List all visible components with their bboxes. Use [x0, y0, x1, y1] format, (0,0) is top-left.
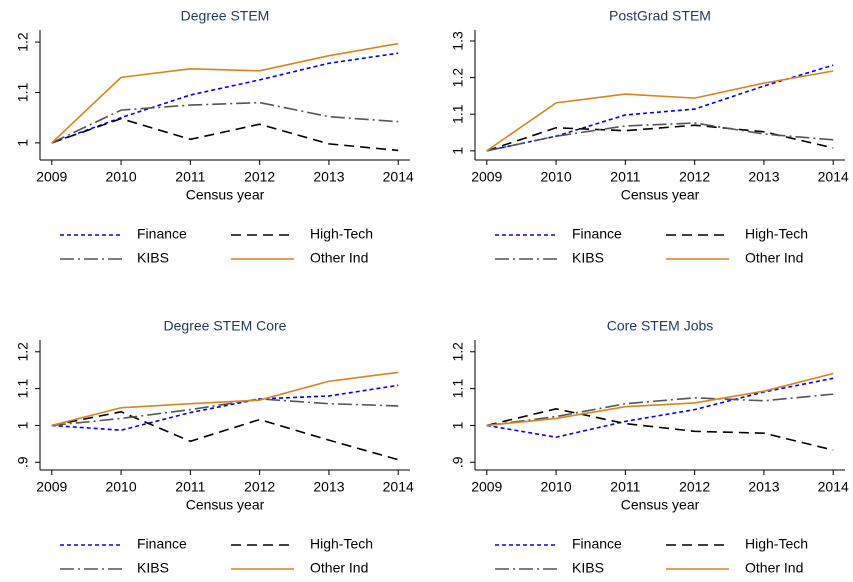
- legend-label: High-Tech: [745, 536, 808, 552]
- y-tick-label: 1.2: [15, 32, 31, 52]
- x-tick-label: 2009: [471, 169, 502, 185]
- legend-label: KIBS: [572, 560, 604, 576]
- x-tick-label: 2009: [36, 169, 67, 185]
- x-tick-label: 2011: [175, 479, 205, 495]
- legend-label: KIBS: [572, 250, 604, 266]
- series-line: [486, 64, 834, 152]
- y-tick-label: 1.3: [450, 31, 466, 51]
- y-tick-label: .9: [450, 456, 466, 468]
- y-tick-label: 1: [450, 421, 466, 429]
- legend-label: Finance: [137, 536, 187, 552]
- legend-label: High-Tech: [745, 226, 808, 242]
- y-tick-label: 1: [450, 147, 466, 155]
- x-tick-label: 2014: [383, 479, 414, 495]
- series-line: [51, 117, 399, 152]
- x-tick-label: 2009: [471, 479, 502, 495]
- y-tick-label: 1.1: [450, 104, 466, 124]
- x-tick-label: 2013: [748, 479, 779, 495]
- series-line: [486, 70, 834, 152]
- series-line: [51, 101, 399, 144]
- x-tick-label: 2011: [175, 169, 205, 185]
- legend-label: Finance: [572, 536, 622, 552]
- legend-label: Finance: [572, 226, 622, 242]
- x-tick-label: 2013: [313, 479, 344, 495]
- y-tick-label: 1.1: [450, 379, 466, 399]
- x-tick-label: 2014: [818, 479, 849, 495]
- x-tick-label: 2011: [610, 479, 640, 495]
- series-line: [51, 410, 399, 461]
- x-tick-label: 2014: [818, 169, 849, 185]
- legend-label: Other Ind: [745, 560, 803, 576]
- series-line: [51, 384, 399, 432]
- x-tick-label: 2014: [383, 169, 414, 185]
- y-tick-label: 1: [15, 139, 31, 147]
- series-line: [486, 122, 834, 152]
- legend-label: Other Ind: [310, 250, 368, 266]
- series-line: [486, 377, 834, 439]
- series-line: [486, 393, 834, 427]
- chart-title: Degree STEM Core: [164, 318, 287, 334]
- x-tick-label: 2012: [244, 169, 275, 185]
- x-tick-label: 2013: [313, 169, 344, 185]
- x-tick-label: 2011: [610, 169, 640, 185]
- series-line: [51, 371, 399, 427]
- x-tick-label: 2010: [540, 479, 571, 495]
- y-tick-label: 1.1: [15, 83, 31, 103]
- chart-title: PostGrad STEM: [609, 8, 711, 24]
- series-line: [486, 372, 834, 427]
- series-line: [486, 408, 834, 451]
- chart-title: Degree STEM: [181, 8, 270, 24]
- x-axis-label: Census year: [186, 497, 265, 513]
- x-tick-label: 2009: [36, 479, 67, 495]
- y-tick-label: 1.1: [15, 379, 31, 399]
- legend-label: Other Ind: [310, 560, 368, 576]
- x-tick-label: 2010: [105, 169, 136, 185]
- x-tick-label: 2012: [244, 479, 275, 495]
- legend-label: KIBS: [137, 250, 169, 266]
- x-tick-label: 2013: [748, 169, 779, 185]
- y-tick-label: 1.2: [15, 342, 31, 362]
- y-tick-label: .9: [15, 456, 31, 468]
- x-tick-label: 2012: [679, 479, 710, 495]
- x-axis-label: Census year: [621, 497, 700, 513]
- series-line: [51, 42, 399, 144]
- legend-label: High-Tech: [310, 536, 373, 552]
- legend-label: High-Tech: [310, 226, 373, 242]
- x-tick-label: 2010: [105, 479, 136, 495]
- y-tick-label: 1.2: [450, 68, 466, 88]
- series-line: [51, 52, 399, 144]
- y-tick-label: 1: [15, 421, 31, 429]
- x-axis-label: Census year: [621, 187, 700, 203]
- series-line: [486, 124, 834, 152]
- legend-label: Finance: [137, 226, 187, 242]
- chart-title: Core STEM Jobs: [607, 318, 714, 334]
- series-line: [51, 398, 399, 427]
- legend-label: KIBS: [137, 560, 169, 576]
- x-tick-label: 2010: [540, 169, 571, 185]
- x-tick-label: 2012: [679, 169, 710, 185]
- legend-label: Other Ind: [745, 250, 803, 266]
- x-axis-label: Census year: [186, 187, 265, 203]
- y-tick-label: 1.2: [450, 342, 466, 362]
